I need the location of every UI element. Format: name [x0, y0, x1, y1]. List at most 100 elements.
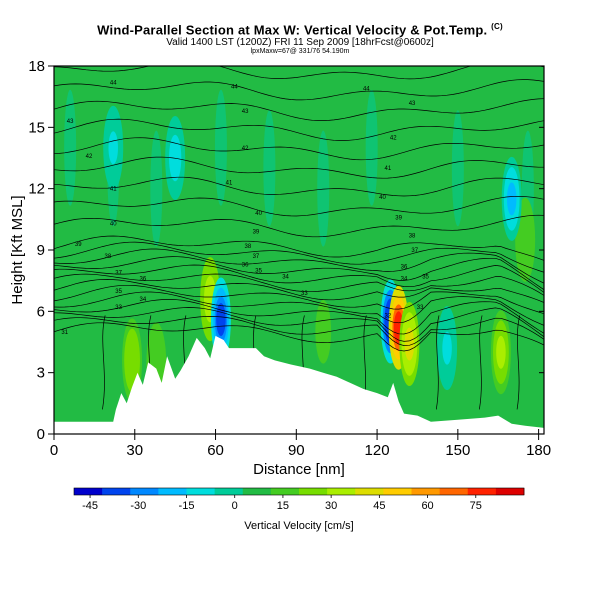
terrain — [54, 335, 544, 434]
field-streak — [451, 110, 464, 227]
y-axis-label: Height [Kft MSL] — [9, 195, 26, 304]
isentrope-line — [54, 137, 544, 161]
colorbar-tick-label: -45 — [82, 500, 98, 512]
colorbar-segment — [102, 488, 131, 495]
colorbar-label: Vertical Velocity [cm/s] — [244, 520, 353, 532]
isentrope-line — [54, 264, 544, 293]
colorbar-tick-label: -15 — [179, 500, 195, 512]
isentrope-label: 39 — [253, 230, 260, 236]
x-axis: 0 30 60 90 120 150 180 — [50, 429, 551, 459]
isentrope-label: 35 — [115, 289, 122, 295]
isentrope-labels: 44 44 44 43 43 43 42 42 42 41 41 41 40 40 40 39 39 39 38 38… — [61, 80, 429, 335]
y-tick-label: 0 — [37, 426, 45, 443]
y-tick-label: 9 — [37, 242, 45, 259]
isentrope-label: 36 — [140, 277, 147, 283]
field-streak — [150, 130, 163, 247]
colorbar-segment — [495, 488, 525, 495]
updraft-core — [404, 327, 415, 361]
colorbar-segment — [327, 488, 356, 495]
field-streak — [365, 89, 378, 206]
colorbar-segment — [411, 488, 441, 495]
updraft-core — [127, 343, 137, 377]
colorbar-tick-label: 75 — [470, 500, 482, 512]
y-tick-label: 18 — [28, 58, 45, 75]
isentrope-line — [54, 66, 544, 80]
isentrope-label: 41 — [385, 166, 392, 172]
x-tick-label: 0 — [50, 442, 58, 459]
isentrope-line — [54, 307, 544, 342]
isentrope-line — [54, 241, 544, 273]
colorbar: -45 -30 -15 0 15 30 45 60 75 — [73, 487, 525, 512]
isentrope-line — [54, 79, 544, 101]
x-tick-label: 120 — [365, 442, 390, 459]
isentrope-line — [54, 156, 544, 179]
isentrope-line — [54, 248, 544, 284]
colorbar-segment — [74, 488, 103, 495]
isentrope-lines — [54, 66, 544, 410]
downdraft-core — [216, 303, 226, 337]
isentrope-line — [54, 273, 544, 296]
isentrope-label: 42 — [242, 146, 249, 152]
colorbar-segment — [186, 488, 216, 495]
colorbar-segment — [242, 488, 272, 495]
x-tick-label: 90 — [288, 442, 305, 459]
isentrope-label: 43 — [67, 119, 74, 125]
isentrope-label: 35 — [255, 268, 262, 274]
isentrope-line — [54, 291, 544, 326]
colorbar-segment — [355, 488, 384, 495]
y-tick-label: 3 — [37, 365, 45, 382]
colorbar-segment — [383, 488, 412, 495]
colorbar-segment — [214, 488, 244, 495]
isentrope-line — [54, 284, 544, 315]
isentrope-label: 33 — [417, 305, 424, 311]
colorbar-frame — [73, 487, 525, 496]
updraft-core — [520, 223, 530, 257]
colorbar-tick-label: 0 — [232, 500, 238, 512]
isentrope-line — [54, 235, 544, 261]
isentrope-label: 43 — [409, 101, 416, 107]
isentrope-label: 38 — [105, 254, 112, 260]
field-streak — [64, 89, 77, 206]
isentrope-line — [54, 214, 544, 238]
isentrope-line — [54, 256, 544, 290]
downdraft-core — [506, 182, 517, 216]
isentrope-label: 40 — [255, 211, 262, 217]
downdraft-core — [442, 331, 452, 365]
colorbar-tick-label: 45 — [373, 500, 385, 512]
isentrope-line — [54, 322, 544, 352]
colorbar-tick-label: -30 — [130, 500, 146, 512]
isentrope-line — [54, 316, 544, 346]
isentrope-line — [435, 315, 440, 410]
colorbar-segment — [299, 488, 328, 495]
x-axis-label: Distance [nm] — [253, 461, 345, 478]
isentrope-line — [54, 98, 544, 121]
isentrope-label: 37 — [253, 254, 260, 260]
isentrope-label: 41 — [110, 187, 117, 193]
y-tick-label: 15 — [28, 119, 45, 136]
isentrope-label: 33 — [301, 291, 308, 297]
isentrope-line — [102, 315, 106, 410]
x-tick-label: 60 — [207, 442, 224, 459]
isentrope-line — [516, 315, 521, 410]
isentrope-label: 35 — [422, 275, 429, 281]
downdraft-core — [108, 131, 118, 165]
y-axis: 0 36 9 12 15 18 — [28, 58, 544, 443]
isentrope-label: 44 — [110, 80, 117, 86]
terrain-profile — [54, 335, 544, 434]
isentrope-line — [479, 315, 483, 410]
isentrope-label: 33 — [115, 305, 122, 311]
updraft-core — [496, 335, 506, 369]
isentrope-label: 44 — [363, 86, 370, 92]
field-streak — [214, 89, 227, 206]
x-tick-label: 30 — [126, 442, 143, 459]
isentrope-label: 32 — [385, 313, 392, 319]
y-tick-label: 12 — [28, 181, 45, 198]
x-tick-label: 180 — [526, 442, 551, 459]
isentrope-line — [54, 195, 544, 217]
isentrope-label: 37 — [115, 270, 122, 276]
colorbar-segment — [270, 488, 300, 495]
isentrope-label: 39 — [75, 242, 82, 248]
updraft-core — [318, 315, 328, 349]
field-streak — [263, 110, 276, 227]
